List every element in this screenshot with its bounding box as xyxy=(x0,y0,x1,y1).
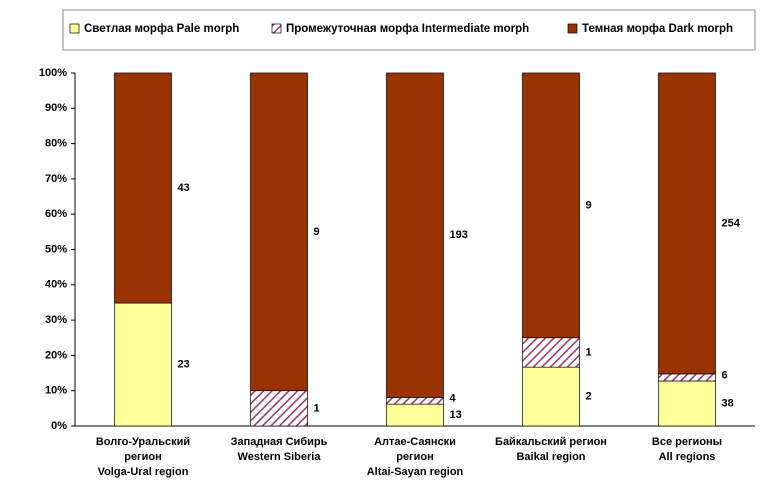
bar-segment xyxy=(386,72,444,398)
legend-label: Темная морфа Dark morph xyxy=(582,23,733,35)
data-label: 4 xyxy=(450,393,457,405)
bar-segment xyxy=(386,403,444,427)
y-tick-label: 10% xyxy=(45,385,67,397)
x-tick-label: регион xyxy=(396,451,434,463)
legend-label: Промежуточная морфа Intermediate morph xyxy=(286,23,529,35)
data-label: 23 xyxy=(178,358,190,370)
x-tick-label: Baikal region xyxy=(516,451,585,463)
x-tick-label: Западная Сибирь xyxy=(231,436,328,448)
bar-segment xyxy=(658,380,716,427)
bar-segment xyxy=(658,373,716,382)
data-label: 9 xyxy=(586,199,592,211)
bar-segment xyxy=(522,72,580,339)
legend-box xyxy=(62,9,756,51)
legend: Светлая морфа Pale morph Промежуточная мо… xyxy=(69,23,733,35)
x-tick-label: All regions xyxy=(659,451,716,463)
legend-label: Светлая морфа Pale morph xyxy=(84,23,239,35)
bar-segment xyxy=(522,366,580,427)
y-tick-label: 50% xyxy=(45,243,67,255)
x-tick-label: Altai-Sayan region xyxy=(367,466,464,478)
y-tick-label: 30% xyxy=(45,314,67,326)
x-tick-label: Все регионы xyxy=(652,436,722,448)
data-label: 1 xyxy=(314,402,320,414)
x-tick-label: Western Siberia xyxy=(238,451,322,463)
bar-segment xyxy=(250,72,308,392)
x-tick-label: Байкальский регион xyxy=(495,436,607,448)
bar-segment xyxy=(114,302,172,427)
y-tick-label: 100% xyxy=(39,67,67,79)
y-tick-label: 0% xyxy=(51,420,67,432)
legend-swatch xyxy=(271,23,282,34)
data-label: 38 xyxy=(722,397,734,409)
y-tick-label: 80% xyxy=(45,138,67,150)
data-label: 6 xyxy=(722,369,728,381)
x-tick-label: Volga-Ural region xyxy=(98,466,189,478)
data-label: 193 xyxy=(450,229,468,241)
legend-swatch xyxy=(567,23,578,34)
y-tick-label: 60% xyxy=(45,208,67,220)
y-tick-label: 70% xyxy=(45,173,67,185)
bar-segment xyxy=(386,397,444,405)
data-label: 13 xyxy=(450,409,462,421)
bar-segment xyxy=(658,72,716,375)
bar-segment xyxy=(250,390,308,427)
data-label: 9 xyxy=(314,226,320,238)
x-tick-label: регион xyxy=(124,451,162,463)
bar-segment xyxy=(114,72,172,304)
legend-swatch xyxy=(69,23,80,34)
data-label: 1 xyxy=(586,346,592,358)
x-tick-label: Волго-Уральский xyxy=(96,436,190,448)
y-tick-label: 20% xyxy=(45,349,67,361)
x-tick-label: Алтае-Саянски xyxy=(374,436,456,448)
data-label: 254 xyxy=(722,217,741,229)
data-label: 2 xyxy=(586,390,592,402)
data-label: 43 xyxy=(178,182,190,194)
y-tick-label: 90% xyxy=(45,102,67,114)
y-tick-label: 40% xyxy=(45,279,67,291)
bar-segment xyxy=(522,337,580,368)
